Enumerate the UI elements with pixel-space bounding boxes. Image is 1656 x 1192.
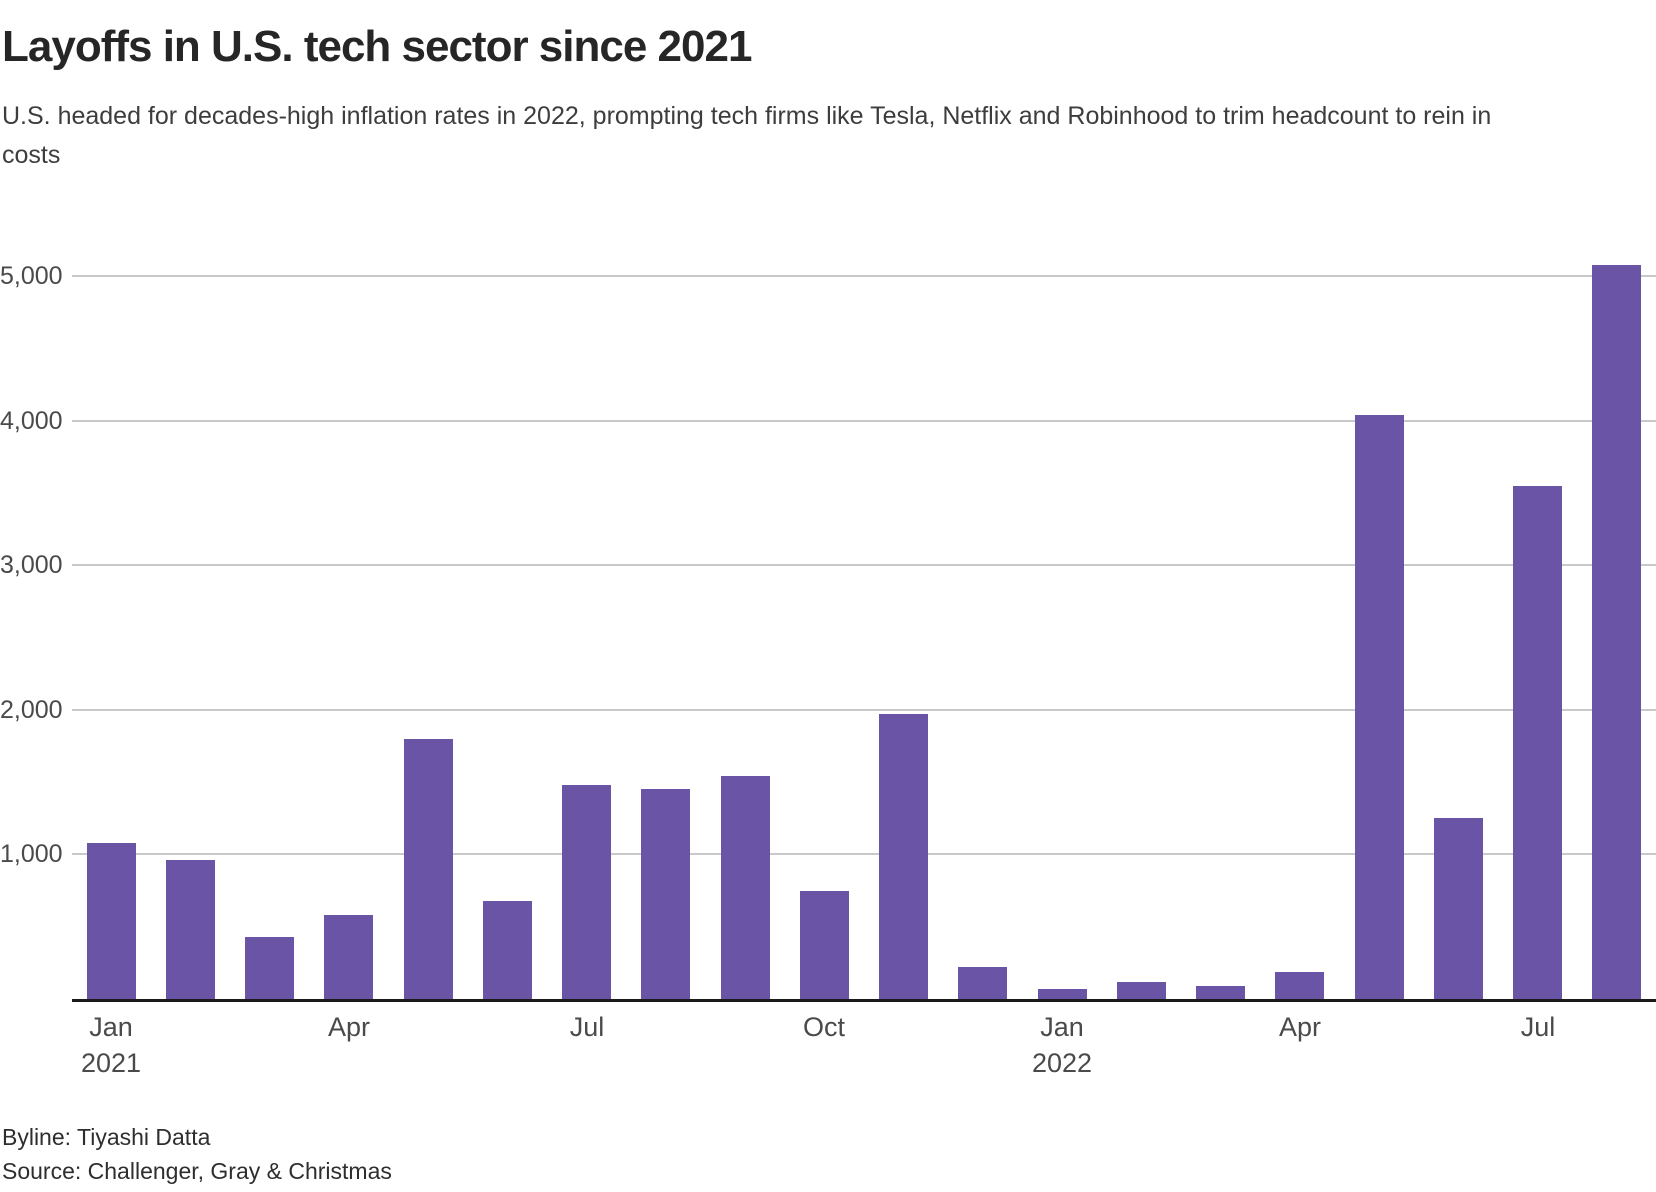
bar-jun-2021 [483,901,532,999]
bar-may-2022 [1355,415,1404,999]
bar-may-2021 [404,739,453,999]
bar-jan-2021 [87,843,136,999]
bar-apr-2021 [324,915,373,999]
gridline-4000 [72,420,1656,422]
bar-feb-2021 [166,860,215,999]
y-axis-label-2000: 2,000 [0,696,63,724]
y-axis-label-5000: 5,000 [0,262,63,290]
bar-dec-2021 [958,967,1007,999]
y-axis-label-1000: 1,000 [0,840,63,868]
bar-jul-2022 [1513,486,1562,999]
bar-oct-2021 [800,891,849,999]
gridline-3000 [72,564,1656,566]
chart-byline: Byline: Tiyashi Datta [2,1124,211,1150]
bar-jan-2022 [1038,989,1087,999]
bar-nov-2021 [879,714,928,999]
bar-aug-2021 [641,789,690,999]
x-axis-line [72,999,1656,1002]
y-axis-label-3000: 3,000 [0,551,63,579]
gridline-5000 [72,275,1656,277]
gridline-2000 [72,709,1656,711]
bar-mar-2022 [1196,986,1245,999]
x-axis-year-label-2021: 2021 [80,1048,142,1078]
x-axis-label-apr-2022: Apr [1278,1012,1322,1042]
bar-sep-2021 [721,776,770,999]
x-axis-label-jan-2022: Jan [1040,1012,1084,1042]
bar-chart-plot-area: 1,000 2,000 3,000 4,000 5,000 [0,230,1656,999]
y-axis-label-4000: 4,000 [0,407,63,435]
x-axis-label-jul-2022: Jul [1520,1012,1556,1042]
bar-mar-2021 [245,937,294,999]
x-axis-label-apr-2021: Apr [327,1012,371,1042]
bar-apr-2022 [1275,972,1324,999]
page-subtitle: U.S. headed for decades-high inflation r… [2,102,1492,169]
x-axis-label-jul-2021: Jul [569,1012,605,1042]
x-axis-label-jan-2021: Jan [89,1012,133,1042]
x-axis-year-label-2022: 2022 [1031,1048,1093,1078]
bar-feb-2022 [1117,982,1166,999]
bar-jun-2022 [1434,818,1483,999]
gridline-1000 [72,853,1656,855]
x-axis-label-oct-2021: Oct [802,1012,845,1042]
bar-jul-2021 [562,785,611,999]
chart-source: Source: Challenger, Gray & Christmas [2,1158,392,1184]
bar-aug-2022 [1592,265,1641,999]
page-title: Layoffs in U.S. tech sector since 2021 [2,22,752,71]
